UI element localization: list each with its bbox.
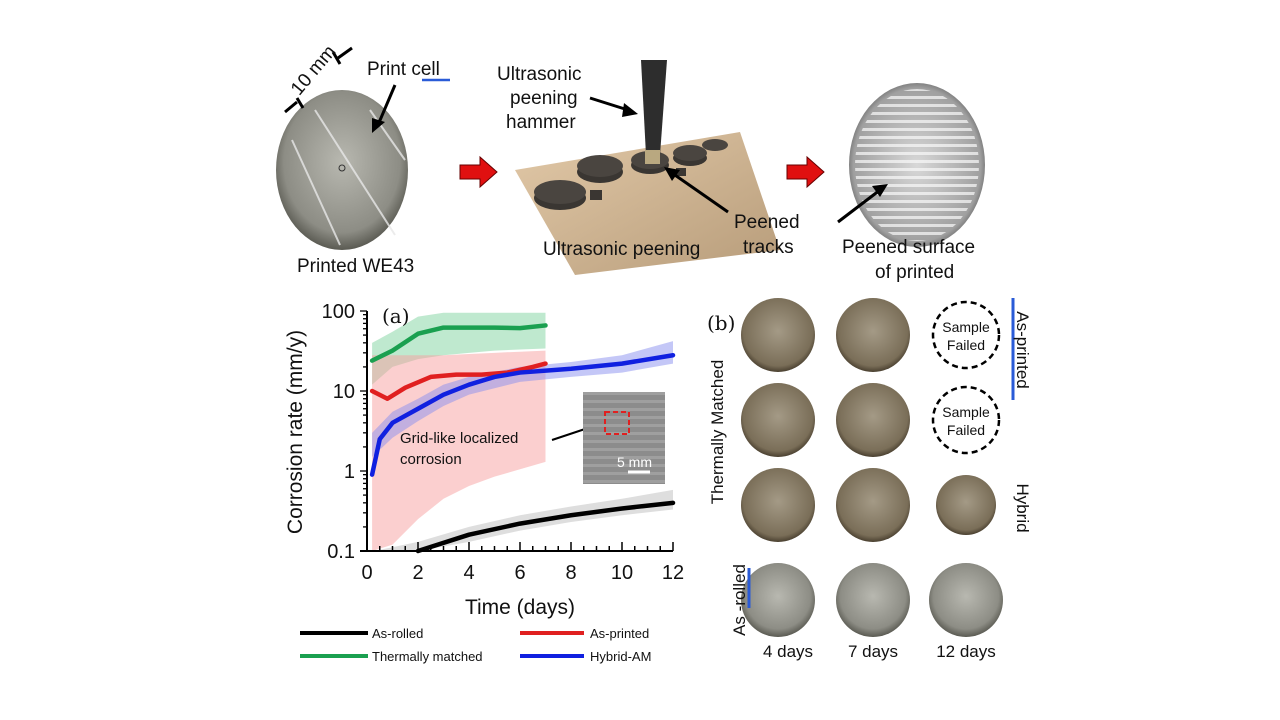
surface-label-1: Peened surface xyxy=(842,237,975,258)
tracks-label-1: Peened xyxy=(734,212,800,233)
failed-label: Failed xyxy=(947,337,985,353)
band-hybrid-am xyxy=(372,341,673,457)
y-axis-label: Corrosion rate (mm/y) xyxy=(284,330,307,534)
x-tick-label: 10 xyxy=(611,562,633,584)
failed-label: Sample xyxy=(942,319,990,335)
sample-disc-photo xyxy=(741,383,815,457)
failed-label: Sample xyxy=(942,404,990,420)
chart-legend: As-rolled Thermally matched As-printed H… xyxy=(300,626,651,664)
corrosion-rate-chart: 0.1 1 10 100 0 2 4 6 8 10 12 xyxy=(322,301,685,584)
line-thermally-matched xyxy=(369,323,548,363)
row-label-hybrid: Hybrid xyxy=(1013,483,1032,532)
x-axis-label: Time (days) xyxy=(465,596,575,619)
sample-disc-photo xyxy=(836,468,910,542)
series-lines xyxy=(369,323,676,554)
panel-b-label: (b) xyxy=(707,311,735,335)
peening-setup-photo xyxy=(515,60,780,275)
sample-disc-photo xyxy=(741,563,815,637)
sample-disc-photo xyxy=(836,298,910,372)
sample-disc-photo xyxy=(929,563,1003,637)
failed-label: Failed xyxy=(947,422,985,438)
row-label-thermally-matched: Thermally Matched xyxy=(708,360,727,505)
legend-thermally-matched: Thermally matched xyxy=(372,649,483,664)
col-label-4-days: 4 days xyxy=(763,642,813,661)
row-label-as-printed: As-printed xyxy=(1013,311,1032,388)
arrowhead-icon xyxy=(664,167,680,181)
row-label-as-rolled: As -rolled xyxy=(730,564,749,636)
sample-disc-photo xyxy=(936,475,996,535)
process-arrow-icon xyxy=(459,155,498,189)
print-cell-label: Print cell xyxy=(367,59,440,80)
sample-disc-grid: Sample Failed Sample Failed xyxy=(741,298,1003,637)
chart-axes: 0.1 1 10 100 0 2 4 6 8 10 12 xyxy=(322,301,685,584)
legend-as-printed: As-printed xyxy=(590,626,649,641)
y-tick-label: 1 xyxy=(344,461,355,483)
x-tick-label: 4 xyxy=(463,562,474,584)
panel-a-label: (a) xyxy=(382,304,410,328)
y-tick-label: 0.1 xyxy=(327,541,355,563)
surface-arrow-icon xyxy=(837,188,881,224)
y-tick-label: 10 xyxy=(333,381,355,403)
hammer-label-1: Ultrasonic xyxy=(497,64,581,85)
tracks-label-2: tracks xyxy=(743,237,794,258)
col-label-12-days: 12 days xyxy=(936,642,996,661)
hammer-label-2: peening xyxy=(510,88,578,109)
sample-disc-photo xyxy=(741,298,815,372)
legend-hybrid-am: Hybrid-AM xyxy=(590,649,651,664)
x-tick-label: 6 xyxy=(514,562,525,584)
x-tick-label: 0 xyxy=(361,562,372,584)
x-tick-label: 8 xyxy=(565,562,576,584)
arrowhead-icon xyxy=(622,103,638,117)
hammer-arrow-icon xyxy=(589,96,629,112)
process-arrow-icon xyxy=(786,155,825,189)
failed-sample-circle xyxy=(931,300,1001,370)
line-hybrid-am xyxy=(369,352,676,477)
x-tick-label: 12 xyxy=(662,562,684,584)
col-label-7-days: 7 days xyxy=(848,642,898,661)
arrowhead-icon xyxy=(372,118,385,133)
failed-sample-circle xyxy=(931,385,1001,455)
confidence-bands xyxy=(372,312,673,551)
print-cell-arrow-icon xyxy=(376,84,397,126)
band-thermally-matched xyxy=(372,312,546,385)
inset-scale-label: 5 mm xyxy=(617,454,652,470)
peening-label: Ultrasonic peening xyxy=(543,239,700,260)
sample-disc-photo xyxy=(836,563,910,637)
sample-disc-photo xyxy=(741,468,815,542)
annotation-line-2: corrosion xyxy=(400,451,462,468)
tracks-arrow-icon xyxy=(671,171,729,214)
line-as-printed xyxy=(369,361,548,402)
dimension-arrows-icon xyxy=(284,46,353,114)
sample-disc-photo xyxy=(836,383,910,457)
peened-surface-disc xyxy=(849,83,985,247)
y-tick-label: 100 xyxy=(322,301,355,323)
line-as-rolled xyxy=(415,500,676,554)
x-tick-label: 2 xyxy=(412,562,423,584)
legend-as-rolled: As-rolled xyxy=(372,626,423,641)
corrosion-inset-photo xyxy=(583,392,665,484)
printed-we43-disc xyxy=(276,90,408,250)
hammer-label-3: hammer xyxy=(506,112,576,133)
annotation-line-1: Grid-like localized xyxy=(400,430,518,447)
printed-we43-label: Printed WE43 xyxy=(297,256,414,277)
band-as-rolled xyxy=(374,489,673,551)
surface-label-2: of printed xyxy=(875,262,954,283)
arrowhead-icon xyxy=(872,184,888,197)
